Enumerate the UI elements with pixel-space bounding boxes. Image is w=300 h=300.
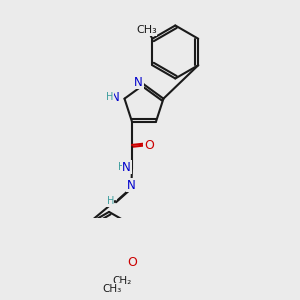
Text: N: N: [111, 91, 120, 104]
Text: H: H: [118, 162, 125, 172]
Text: O: O: [144, 139, 154, 152]
Text: CH₃: CH₃: [102, 284, 121, 294]
Text: O: O: [127, 256, 137, 269]
Text: H: H: [106, 196, 114, 206]
Text: H: H: [106, 92, 113, 102]
Text: CH₃: CH₃: [136, 25, 157, 35]
Text: CH₂: CH₂: [113, 276, 132, 286]
Text: N: N: [127, 179, 136, 192]
Text: N: N: [134, 76, 143, 88]
Text: N: N: [122, 161, 131, 174]
